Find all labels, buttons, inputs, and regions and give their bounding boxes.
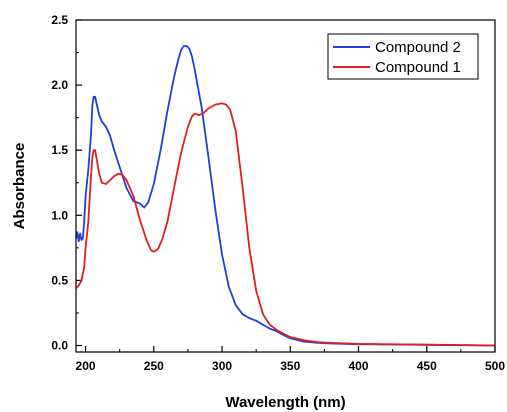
- x-tick-label: 450: [417, 359, 437, 373]
- series-layer: [75, 45, 496, 347]
- legend: Compound 2 Compound 1: [327, 33, 479, 80]
- y-axis-title: Absorbance: [11, 143, 28, 230]
- y-tick-label: 0.0: [51, 338, 68, 352]
- y-tick-label: 2.0: [51, 78, 68, 92]
- legend-label-compound-1: Compound 1: [375, 59, 461, 76]
- x-tick-label: 400: [349, 359, 369, 373]
- series-line-compound-2: [75, 45, 496, 347]
- tick-labels: 200 250 300 350 400 450 500 0.0 0.5 1.0 1.5 2.0 2.5: [51, 13, 505, 373]
- plot-frame: [75, 19, 496, 353]
- y-tick-label: 0.5: [51, 273, 68, 287]
- legend-label-compound-2: Compound 2: [375, 39, 461, 56]
- x-tick-label: 250: [144, 359, 164, 373]
- series-line-compound-1: [75, 102, 496, 347]
- y-tick-label: 1.5: [51, 143, 68, 157]
- x-tick-label: 200: [76, 359, 96, 373]
- legend-box: [327, 33, 479, 80]
- x-tick-label: 350: [280, 359, 300, 373]
- x-tick-label: 300: [212, 359, 232, 373]
- x-axis-title: Wavelength (nm): [225, 394, 345, 411]
- x-tick-label: 500: [485, 359, 505, 373]
- y-tick-label: 2.5: [51, 13, 68, 27]
- y-tick-label: 1.0: [51, 208, 68, 222]
